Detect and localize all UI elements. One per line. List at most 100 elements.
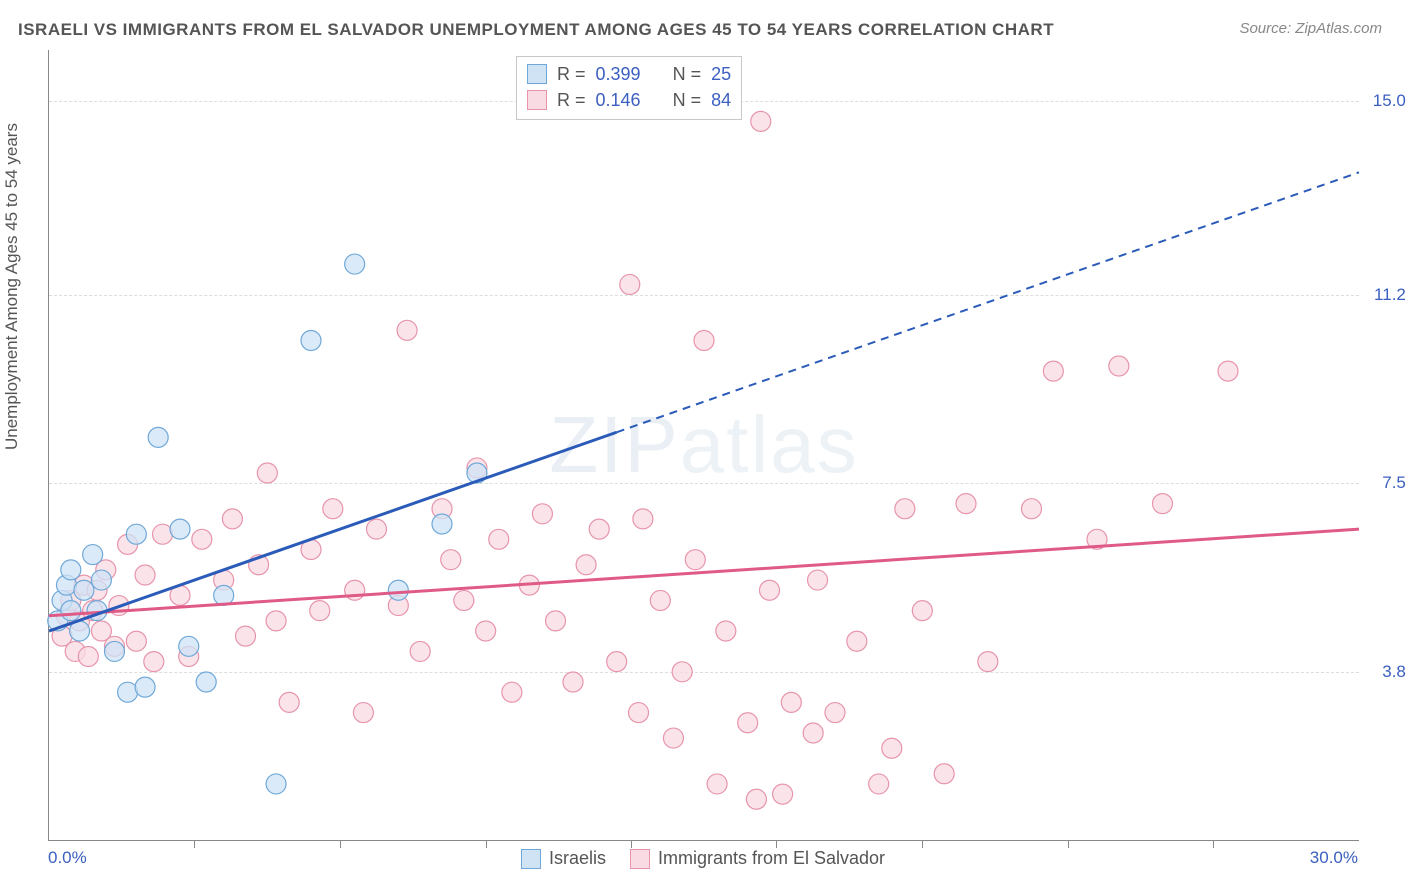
data-point: [751, 111, 771, 131]
source-label: Source: ZipAtlas.com: [1239, 20, 1382, 37]
data-point: [301, 331, 321, 351]
data-point: [956, 494, 976, 514]
data-point: [563, 672, 583, 692]
stats-legend-box: R = 0.399 N = 25 R = 0.146 N = 84: [516, 56, 742, 120]
data-point: [663, 728, 683, 748]
data-point: [882, 738, 902, 758]
x-tick: [922, 840, 923, 848]
data-point: [257, 463, 277, 483]
data-point: [532, 504, 552, 524]
data-point: [672, 662, 692, 682]
x-tick: [1213, 840, 1214, 848]
plot-area: 3.8%7.5%11.2%15.0% ZIPatlas R = 0.399 N …: [48, 50, 1359, 841]
swatch-israelis: [527, 64, 547, 84]
data-point: [441, 550, 461, 570]
scatter-svg: [49, 50, 1359, 840]
data-point: [738, 713, 758, 733]
n-label: N =: [673, 87, 702, 113]
data-point: [489, 529, 509, 549]
data-point: [502, 682, 522, 702]
data-point: [105, 641, 125, 661]
data-point: [694, 331, 714, 351]
data-point: [607, 652, 627, 672]
r-value-israelis: 0.399: [596, 61, 641, 87]
data-point: [978, 652, 998, 672]
data-point: [61, 601, 81, 621]
data-point: [397, 320, 417, 340]
data-point: [367, 519, 387, 539]
r-value-salvador: 0.146: [596, 87, 641, 113]
regression-line: [49, 529, 1359, 616]
x-tick: [631, 840, 632, 848]
x-tick: [340, 840, 341, 848]
n-value-israelis: 25: [711, 61, 731, 87]
data-point: [118, 682, 138, 702]
series-legend: Israelis Immigrants from El Salvador: [0, 848, 1406, 869]
y-axis-label: Unemployment Among Ages 45 to 54 years: [2, 123, 22, 450]
data-point: [135, 565, 155, 585]
data-point: [1022, 499, 1042, 519]
x-tick: [776, 840, 777, 848]
y-tick-label: 11.2%: [1374, 285, 1406, 305]
data-point: [266, 611, 286, 631]
data-point: [323, 499, 343, 519]
stats-row-salvador: R = 0.146 N = 84: [527, 87, 731, 113]
data-point: [760, 580, 780, 600]
r-label: R =: [557, 61, 586, 87]
data-point: [91, 570, 111, 590]
data-point: [236, 626, 256, 646]
data-point: [808, 570, 828, 590]
data-point: [279, 692, 299, 712]
data-point: [222, 509, 242, 529]
data-point: [192, 529, 212, 549]
legend-item-israelis: Israelis: [521, 848, 606, 869]
data-point: [196, 672, 216, 692]
stats-row-israelis: R = 0.399 N = 25: [527, 61, 731, 87]
data-point: [310, 601, 330, 621]
data-point: [707, 774, 727, 794]
data-point: [620, 274, 640, 294]
data-point: [576, 555, 596, 575]
data-point: [633, 509, 653, 529]
swatch-salvador: [630, 849, 650, 869]
data-point: [170, 519, 190, 539]
n-label: N =: [673, 61, 702, 87]
data-point: [432, 514, 452, 534]
x-tick: [1068, 840, 1069, 848]
data-point: [126, 524, 146, 544]
data-point: [934, 764, 954, 784]
data-point: [78, 647, 98, 667]
data-point: [1218, 361, 1238, 381]
y-tick-label: 3.8%: [1382, 662, 1406, 682]
data-point: [1153, 494, 1173, 514]
data-point: [135, 677, 155, 697]
data-point: [746, 789, 766, 809]
data-point: [148, 427, 168, 447]
data-point: [781, 692, 801, 712]
data-point: [1109, 356, 1129, 376]
swatch-salvador: [527, 90, 547, 110]
data-point: [345, 254, 365, 274]
regression-line-extrapolated: [617, 172, 1359, 432]
data-point: [144, 652, 164, 672]
n-value-salvador: 84: [711, 87, 731, 113]
chart-title: ISRAELI VS IMMIGRANTS FROM EL SALVADOR U…: [18, 20, 1054, 40]
legend-label-israelis: Israelis: [549, 848, 606, 869]
data-point: [61, 560, 81, 580]
data-point: [454, 590, 474, 610]
data-point: [126, 631, 146, 651]
data-point: [847, 631, 867, 651]
data-point: [589, 519, 609, 539]
data-point: [895, 499, 915, 519]
data-point: [388, 580, 408, 600]
legend-item-salvador: Immigrants from El Salvador: [630, 848, 885, 869]
y-tick-label: 7.5%: [1382, 473, 1406, 493]
data-point: [869, 774, 889, 794]
data-point: [353, 703, 373, 723]
r-label: R =: [557, 87, 586, 113]
data-point: [1043, 361, 1063, 381]
x-tick: [194, 840, 195, 848]
data-point: [410, 641, 430, 661]
data-point: [716, 621, 736, 641]
data-point: [912, 601, 932, 621]
